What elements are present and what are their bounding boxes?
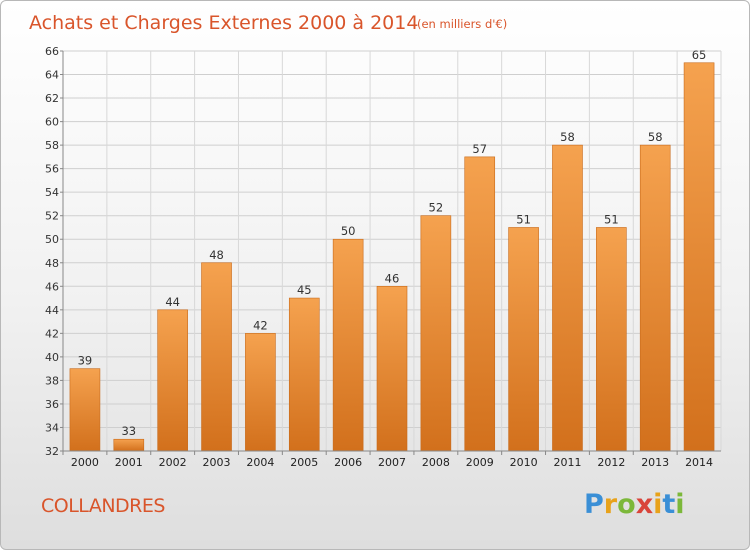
x-tick-label-2005: 2005 [290,456,318,469]
logo-letter: x [635,489,654,520]
logo-letter: i [653,489,663,520]
bar-2005 [288,297,320,452]
bar-2000 [69,368,101,452]
value-label-2006: 50 [341,224,356,238]
logo-letter: P [584,489,604,520]
x-tick-label-2011: 2011 [553,456,581,469]
axis-layer: 32 34 36 38 40 42 44 46 48 50 52 54 56 58 60 62 64 66 2000… [45,45,721,469]
y-tick-label: 38 [45,374,59,387]
x-tick-label-2014: 2014 [685,456,713,469]
y-tick-label: 42 [45,327,59,340]
bar-2007 [376,285,408,452]
y-tick-label: 60 [45,116,59,129]
x-tick-label-2008: 2008 [422,456,450,469]
logo-letter: r [603,489,618,520]
x-tick-label-2006: 2006 [334,456,362,469]
bar-2001 [113,438,145,452]
value-label-2007: 46 [385,271,400,285]
y-tick-label: 56 [45,163,59,176]
commune-name: COLLANDRES [41,495,165,517]
bar-2012 [596,227,627,452]
y-tick-label: 52 [45,210,59,223]
value-label-2009: 57 [472,142,487,156]
y-tick-label: 58 [45,139,59,152]
y-tick-label: 36 [45,398,59,411]
value-label-2003: 48 [209,248,224,262]
bar-2002 [157,309,188,452]
x-tick-label-2013: 2013 [641,456,669,469]
bar-layer: 39 33 44 48 42 45 50 46 52 57 51 58 51 58 65 [69,48,715,452]
y-tick-label: 62 [45,92,59,105]
value-label-2010: 51 [516,212,531,226]
y-tick-label: 50 [45,233,59,246]
value-label-2012: 51 [604,212,619,226]
value-label-2001: 33 [121,424,136,438]
y-tick-label: 66 [45,45,59,58]
value-label-2002: 44 [165,295,180,309]
value-label-2005: 45 [297,283,312,297]
value-label-2000: 39 [78,354,93,368]
x-tick-label-2007: 2007 [378,456,406,469]
y-tick-label: 46 [45,280,59,293]
y-tick-label: 64 [45,69,59,82]
x-tick-label-2001: 2001 [115,456,143,469]
bar-2013 [639,144,671,452]
value-label-2011: 58 [560,130,575,144]
value-label-2013: 58 [648,130,663,144]
bar-2003 [201,262,232,452]
x-tick-label-2000: 2000 [71,456,99,469]
x-tick-label-2002: 2002 [159,456,187,469]
bar-2011 [552,144,583,452]
value-label-2008: 52 [429,201,444,215]
bar-2010 [508,227,539,452]
logo-letter: i [675,489,685,520]
bar-2008 [420,215,452,452]
chart-title: Achats et Charges Externes 2000 à 2014 [29,12,418,34]
bar-2009 [464,156,496,452]
value-label-2014: 65 [692,48,707,62]
y-tick-label: 34 [45,421,59,434]
proxiti-logo: Proxiti [584,489,685,520]
bar-2004 [245,333,276,452]
logo-letter: o [617,489,636,520]
x-tick-label-2009: 2009 [466,456,494,469]
chart-subtitle: (en milliers d'€) [417,17,507,31]
bar-2006 [332,238,364,452]
y-tick-label: 40 [45,351,59,364]
x-tick-label-2004: 2004 [246,456,274,469]
y-tick-label: 44 [45,304,59,317]
logo-letter: t [662,489,676,520]
x-tick-label-2010: 2010 [510,456,538,469]
y-tick-label: 48 [45,257,59,270]
value-label-2004: 42 [253,318,268,332]
y-tick-label: 32 [45,445,59,458]
bar-2014 [683,62,715,452]
x-tick-label-2012: 2012 [597,456,625,469]
x-tick-label-2003: 2003 [203,456,231,469]
y-tick-label: 54 [45,186,59,199]
